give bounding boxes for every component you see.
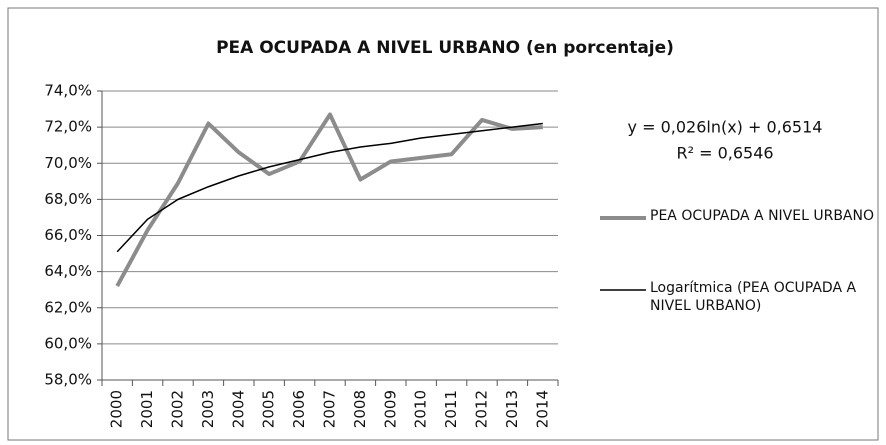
x-tick-label: 2010 — [412, 390, 430, 428]
x-tick-label: 2008 — [351, 390, 369, 428]
x-tick-label: 2001 — [138, 390, 156, 428]
x-tick-label: 2007 — [321, 390, 339, 428]
x-tick-label: 2012 — [473, 390, 491, 428]
y-tick-label: 60,0% — [44, 334, 92, 352]
x-tick-label: 2005 — [260, 390, 278, 428]
legend-label: PEA OCUPADA A NIVEL URBANO — [650, 208, 874, 224]
y-tick-label: 66,0% — [44, 226, 92, 244]
annotation: y = 0,026ln(x) + 0,6514 — [628, 118, 823, 137]
x-tick-label: 2003 — [199, 390, 217, 428]
x-tick-label: 2009 — [381, 390, 399, 428]
x-tick-label: 2000 — [108, 390, 126, 428]
annotation: R² = 0,6546 — [676, 144, 773, 163]
legend-label: Logarítmica (PEA OCUPADA A NIVEL URBANO) — [650, 280, 857, 314]
y-tick-label: 74,0% — [44, 82, 92, 100]
y-tick-label: 58,0% — [44, 371, 92, 389]
y-tick-label: 72,0% — [44, 118, 92, 136]
y-tick-label: 62,0% — [44, 298, 92, 316]
series-line — [116, 122, 543, 253]
x-tick-label: 2014 — [533, 390, 551, 428]
x-tick-label: 2011 — [442, 390, 460, 428]
x-tick-label: 2006 — [290, 390, 308, 428]
x-tick-label: 2004 — [229, 390, 247, 428]
x-tick-label: 2002 — [169, 390, 187, 428]
y-tick-label: 68,0% — [44, 190, 92, 208]
y-tick-label: 64,0% — [44, 262, 92, 280]
chart-title: PEA OCUPADA A NIVEL URBANO (en porcentaj… — [216, 38, 674, 58]
y-tick-label: 70,0% — [44, 154, 92, 172]
x-tick-label: 2013 — [503, 390, 521, 428]
